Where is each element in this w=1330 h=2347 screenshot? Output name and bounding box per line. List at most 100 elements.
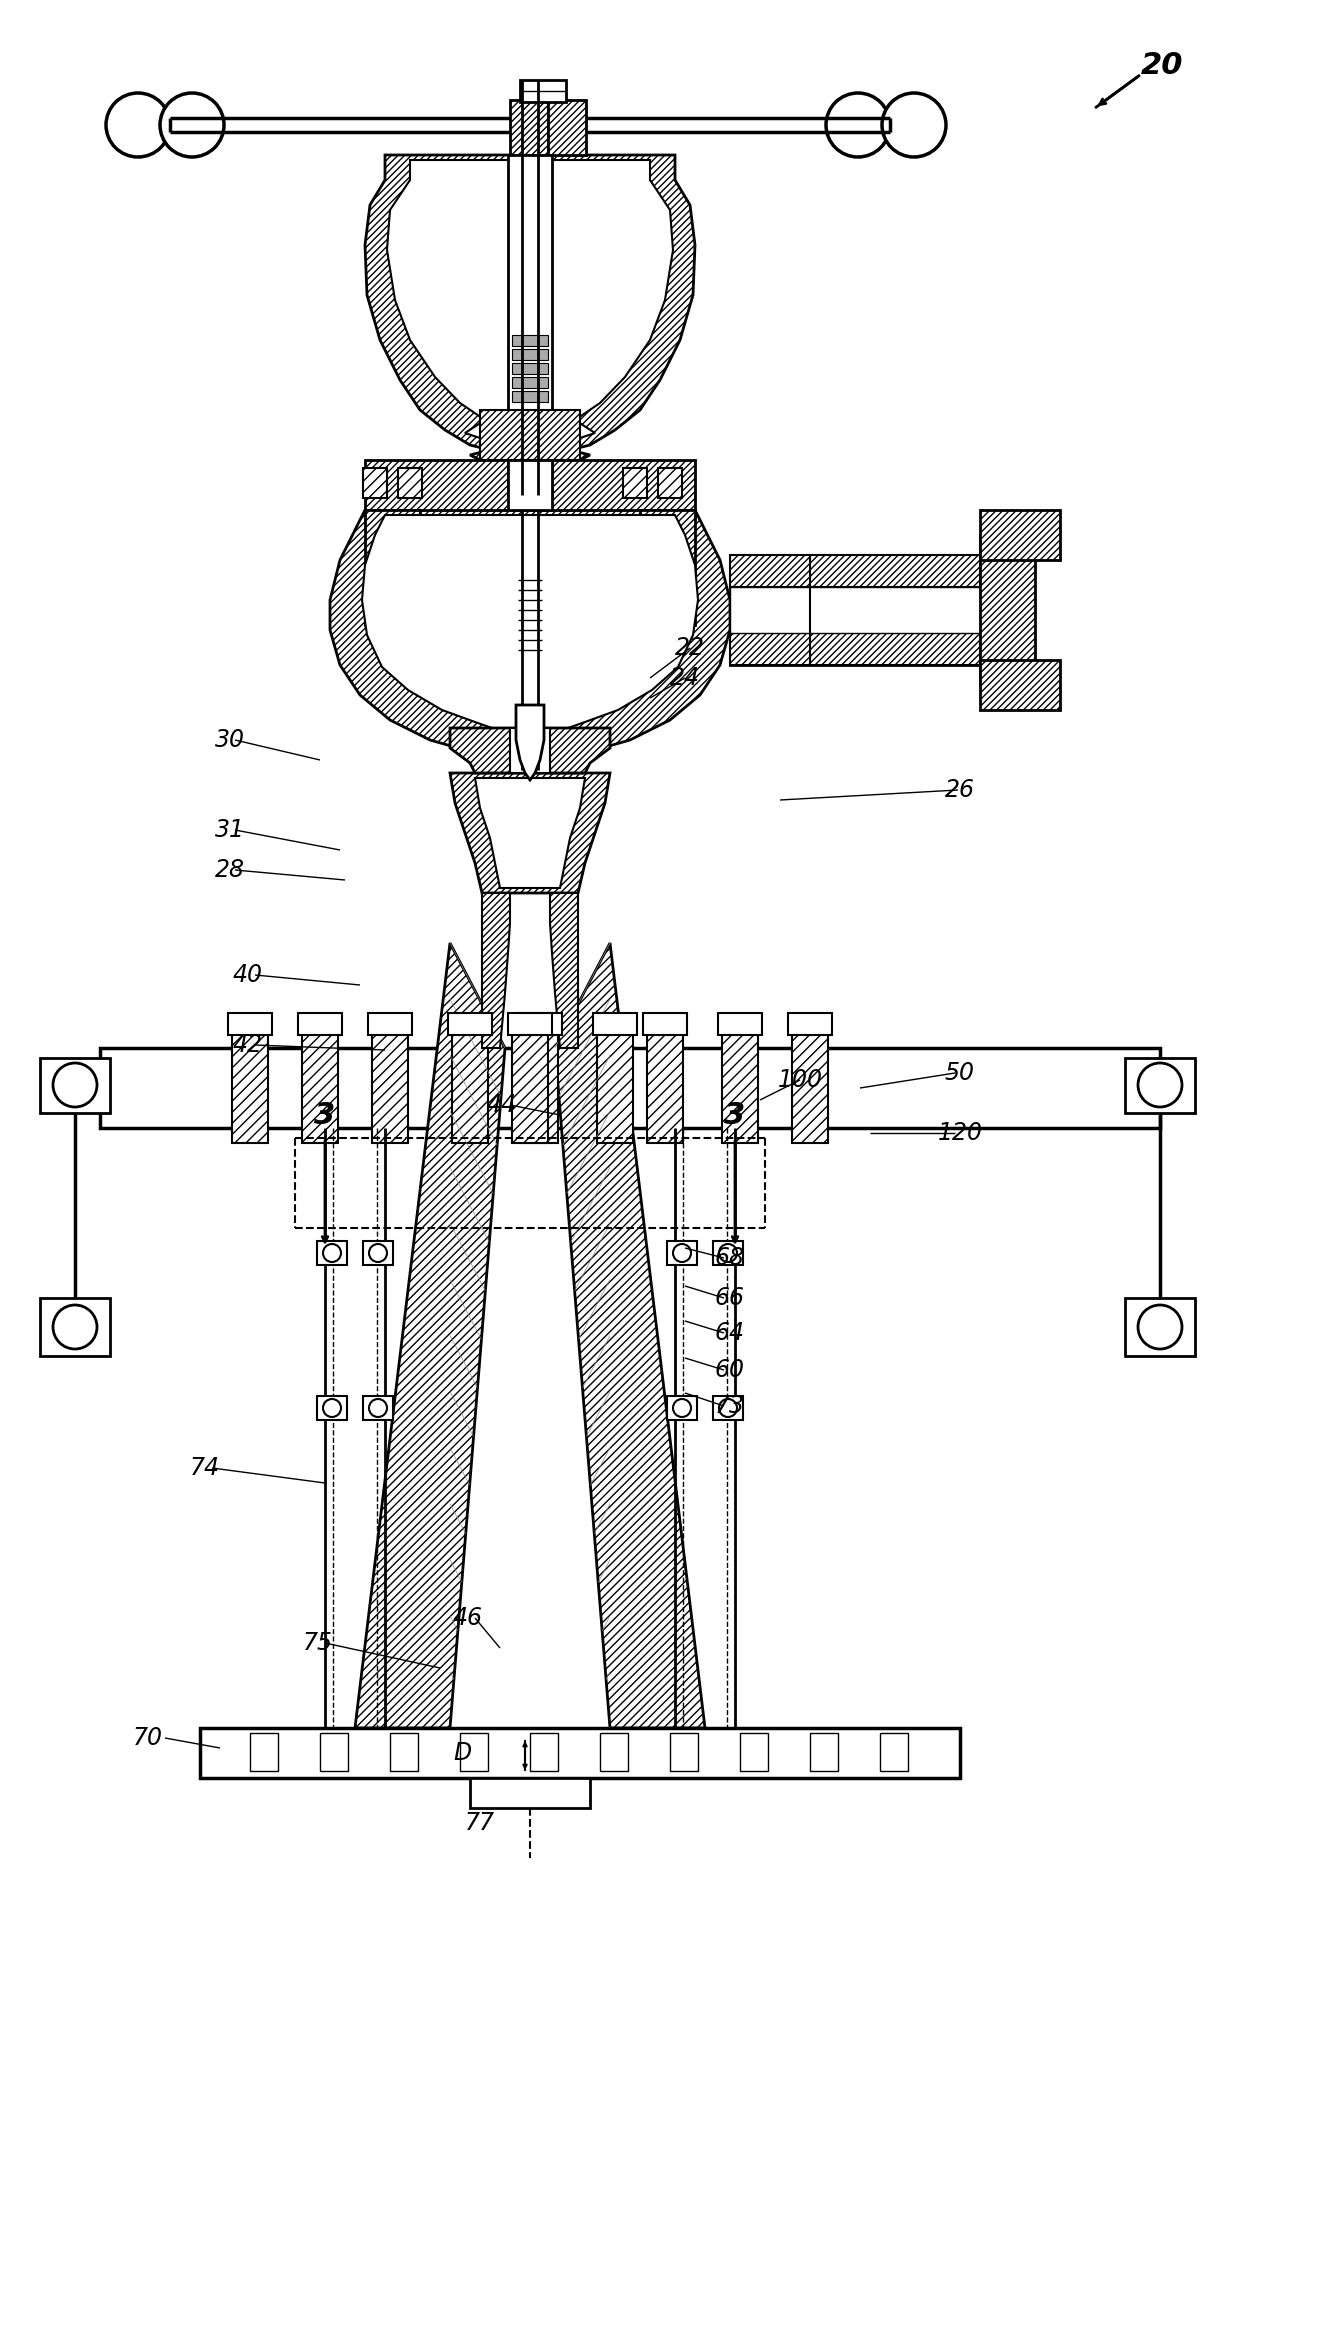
Bar (646, 1033, 684, 1143)
Bar (730, 554, 980, 587)
Bar (508, 460, 552, 509)
Circle shape (53, 1063, 97, 1108)
Bar (713, 1396, 743, 1420)
Text: 40: 40 (233, 962, 263, 988)
Bar (40, 1058, 110, 1112)
Circle shape (720, 1244, 737, 1263)
Circle shape (368, 1244, 387, 1263)
Text: 31: 31 (215, 819, 245, 843)
Text: 3: 3 (725, 1101, 746, 1131)
Bar (398, 467, 422, 498)
Bar (521, 1033, 559, 1143)
Bar (1125, 1058, 1194, 1112)
Bar (713, 1242, 743, 1265)
Polygon shape (364, 155, 696, 460)
Bar (509, 101, 548, 155)
Bar (452, 1033, 488, 1143)
Text: 64: 64 (716, 1321, 745, 1345)
Bar (231, 1033, 269, 1143)
Bar (390, 1732, 418, 1772)
Bar (372, 1033, 408, 1143)
Text: 20: 20 (1141, 52, 1184, 80)
Bar (317, 1242, 347, 1265)
Bar (593, 1014, 637, 1035)
Text: 46: 46 (454, 1605, 483, 1631)
Polygon shape (362, 514, 698, 728)
Bar (512, 378, 548, 387)
Text: 22: 22 (676, 636, 705, 660)
Bar (321, 1732, 348, 1772)
Bar (250, 1732, 278, 1772)
Circle shape (106, 94, 170, 157)
Text: 60: 60 (716, 1359, 745, 1382)
Bar (787, 1014, 833, 1035)
Bar (640, 509, 696, 624)
Bar (668, 1396, 697, 1420)
Bar (739, 1732, 767, 1772)
Bar (529, 1732, 559, 1772)
Bar (200, 1727, 960, 1779)
Bar (298, 1014, 342, 1035)
Text: 30: 30 (215, 728, 245, 751)
Circle shape (826, 94, 890, 157)
Circle shape (1138, 1305, 1182, 1350)
Text: 73: 73 (716, 1394, 745, 1418)
Bar (363, 1396, 392, 1420)
Bar (363, 1242, 392, 1265)
Circle shape (882, 94, 946, 157)
Bar (363, 467, 387, 498)
Polygon shape (330, 509, 730, 756)
Bar (600, 1732, 628, 1772)
Bar (622, 467, 646, 498)
Bar (508, 155, 552, 495)
Polygon shape (555, 943, 705, 1727)
Bar (1125, 1298, 1194, 1357)
Polygon shape (450, 772, 610, 892)
Bar (368, 1014, 412, 1035)
Bar (40, 1298, 110, 1357)
Bar (480, 411, 580, 460)
Bar (364, 460, 696, 509)
Text: 28: 28 (215, 859, 245, 882)
Bar (227, 1014, 273, 1035)
Polygon shape (387, 160, 673, 439)
Text: 24: 24 (670, 667, 700, 690)
Bar (980, 660, 1060, 711)
Bar (668, 1242, 697, 1265)
Polygon shape (475, 777, 585, 887)
Polygon shape (551, 892, 579, 1049)
Circle shape (673, 1399, 692, 1418)
Bar (520, 80, 567, 101)
Text: 66: 66 (716, 1286, 745, 1310)
Circle shape (323, 1244, 340, 1263)
Text: 50: 50 (946, 1061, 975, 1084)
Bar (730, 634, 980, 664)
Bar (512, 392, 548, 401)
Polygon shape (355, 943, 505, 1727)
Circle shape (673, 1244, 692, 1263)
Bar (460, 1732, 488, 1772)
Circle shape (53, 1305, 97, 1350)
Bar (880, 1732, 908, 1772)
Bar (508, 1014, 552, 1035)
Bar (658, 467, 682, 498)
Text: 42: 42 (233, 1033, 263, 1056)
Text: 26: 26 (946, 777, 975, 803)
Polygon shape (516, 704, 544, 779)
Bar (317, 1396, 347, 1420)
Circle shape (160, 94, 223, 157)
Polygon shape (481, 892, 509, 1049)
Text: 68: 68 (716, 1246, 745, 1270)
Bar (730, 554, 980, 664)
Circle shape (720, 1399, 737, 1418)
Bar (512, 364, 548, 373)
Bar (980, 535, 1035, 685)
Bar (509, 728, 551, 772)
Text: 77: 77 (465, 1812, 495, 1835)
Bar (597, 1033, 633, 1143)
Text: 70: 70 (133, 1725, 164, 1751)
Bar (642, 1014, 688, 1035)
Bar (810, 1732, 838, 1772)
Bar (718, 1014, 762, 1035)
Circle shape (1138, 1063, 1182, 1108)
